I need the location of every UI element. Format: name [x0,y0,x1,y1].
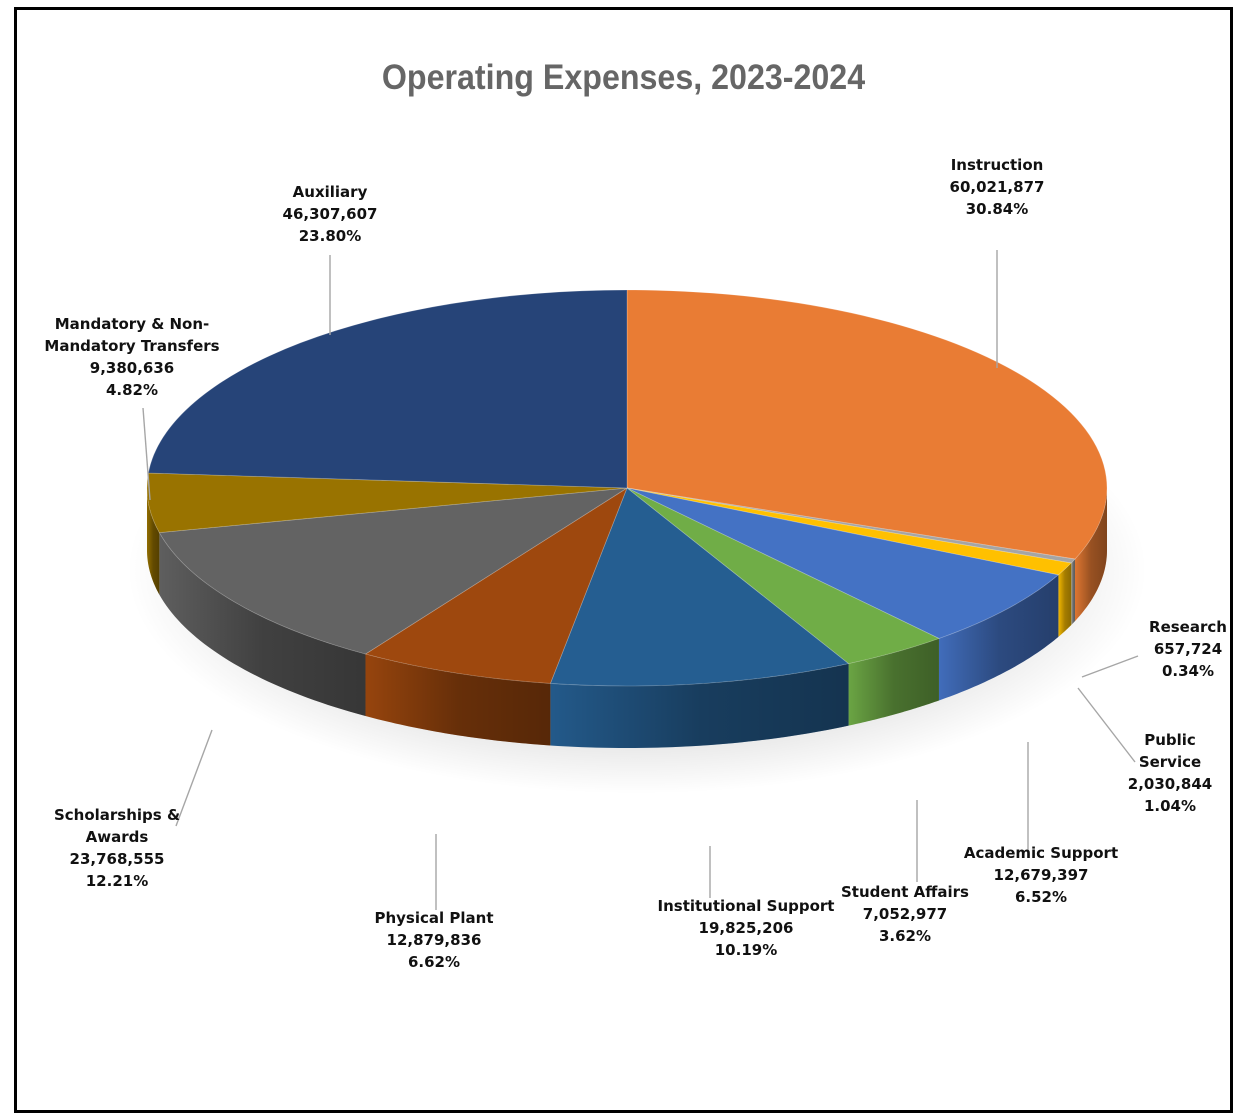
pie-side-student-affairs [848,638,939,726]
pie-side-physical-plant [365,654,551,746]
pie-slice-public-service [626,487,1073,576]
label-percent: 0.34% [1162,662,1214,680]
data-label-research: Research 657,724 0.34% [1149,618,1227,680]
label-name: Institutional Support [658,897,835,915]
data-label-mandatory-non-mandatory-transfers: Mandatory & Non- Mandatory Transfers 9,380… [44,315,219,399]
chart-title: Operating Expenses, 2023-2024 [381,58,866,97]
leader-line-scholarships-awards [175,729,213,827]
pie-side-public-service [1058,562,1072,637]
pie-slice-physical-plant [364,487,628,684]
label-percent: 23.80% [299,227,361,245]
pie-side-scholarships-awards [159,532,366,717]
pie-slice-institutional-support [549,487,850,687]
label-percent: 6.52% [1015,888,1067,906]
label-name: Auxiliary [293,183,368,201]
pie-slice-research [626,487,1076,564]
leader-line-research [1081,655,1139,678]
pie-slice-student-affairs [626,487,940,665]
label-name: Physical Plant [374,909,493,927]
pie-slice-auxiliary [147,289,628,489]
label-name: Service [1139,753,1201,771]
label-name: Mandatory & Non- [55,315,210,333]
label-name: Mandatory Transfers [44,337,219,355]
label-name: Student Affairs [841,883,969,901]
data-label-institutional-support: Institutional Support 19,825,206 10.19% [658,897,835,959]
data-label-academic-support: Academic Support 12,679,397 6.52% [964,844,1118,906]
label-name: Research [1149,618,1227,636]
leader-line-public-service [1077,687,1136,763]
data-label-scholarships-awards: Scholarships & Awards 23,768,555 12.21% [54,806,180,890]
pie-slice-academic-support [626,487,1060,639]
label-percent: 10.19% [715,941,777,959]
data-label-auxiliary: Auxiliary 46,307,607 23.80% [283,183,378,245]
label-value: 60,021,877 [950,178,1045,196]
label-name: Academic Support [964,844,1118,862]
label-value: 12,879,836 [387,931,482,949]
label-percent: 4.82% [106,381,158,399]
label-name: Scholarships & [54,806,180,824]
pie-side-institutional-support [550,663,849,748]
data-label-student-affairs: Student Affairs 7,052,977 3.62% [841,883,969,945]
pie-side-instruction [1075,488,1107,622]
label-value: 9,380,636 [90,359,174,377]
pie-side-academic-support [938,574,1059,701]
label-value: 23,768,555 [70,850,165,868]
label-name: Public [1144,731,1196,749]
label-value: 657,724 [1154,640,1222,658]
label-percent: 12.21% [86,872,148,890]
label-value: 2,030,844 [1128,775,1212,793]
pie-slice-instruction [626,289,1108,560]
leader-line-mandatory-non-mandatory-transfers [142,407,151,501]
data-label-public-service: Public Service 2,030,844 1.04% [1128,731,1212,815]
label-value: 12,679,397 [994,866,1089,884]
label-percent: 6.62% [408,953,460,971]
label-value: 7,052,977 [863,905,947,923]
label-name: Instruction [951,156,1044,174]
pie-side-mandatory-non-mandatory-transfers [147,488,160,595]
label-value: 19,825,206 [699,919,794,937]
pie-slice-scholarships-awards [158,487,628,655]
label-value: 46,307,607 [283,205,378,223]
label-name: Awards [86,828,149,846]
label-percent: 3.62% [879,927,931,945]
data-label-physical-plant: Physical Plant 12,879,836 6.62% [374,909,493,971]
label-percent: 1.04% [1144,797,1196,815]
data-label-instruction: Instruction 60,021,877 30.84% [950,156,1045,218]
label-percent: 30.84% [966,200,1028,218]
pie-side-research [1071,559,1076,625]
